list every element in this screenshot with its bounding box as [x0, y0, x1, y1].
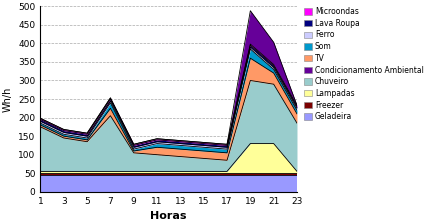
Legend: Microondas, Lava Roupa, Ferro, Som, TV, Condicionamento Ambiental, Chuveiro, Lam: Microondas, Lava Roupa, Ferro, Som, TV, … — [303, 6, 425, 122]
X-axis label: Horas: Horas — [151, 211, 187, 221]
Y-axis label: Wh/h: Wh/h — [3, 86, 13, 112]
